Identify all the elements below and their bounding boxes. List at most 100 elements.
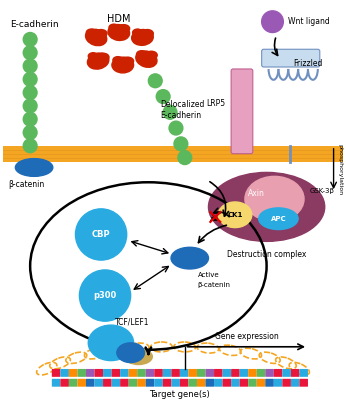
- FancyBboxPatch shape: [299, 369, 308, 377]
- FancyBboxPatch shape: [86, 369, 94, 377]
- FancyBboxPatch shape: [231, 69, 253, 154]
- Ellipse shape: [137, 51, 146, 58]
- FancyBboxPatch shape: [137, 379, 146, 387]
- FancyBboxPatch shape: [197, 379, 206, 387]
- FancyBboxPatch shape: [214, 369, 222, 377]
- Ellipse shape: [86, 29, 96, 36]
- Text: β-catenin: β-catenin: [8, 180, 45, 189]
- FancyBboxPatch shape: [231, 369, 240, 377]
- Circle shape: [23, 46, 37, 60]
- Circle shape: [23, 99, 37, 113]
- Text: Axin: Axin: [248, 188, 265, 198]
- FancyBboxPatch shape: [60, 369, 69, 377]
- FancyBboxPatch shape: [197, 369, 206, 377]
- Ellipse shape: [122, 57, 134, 65]
- Text: p300: p300: [93, 291, 117, 300]
- FancyBboxPatch shape: [146, 369, 154, 377]
- Circle shape: [79, 270, 131, 321]
- Ellipse shape: [131, 30, 153, 45]
- FancyBboxPatch shape: [129, 379, 137, 387]
- FancyBboxPatch shape: [240, 379, 248, 387]
- FancyBboxPatch shape: [291, 369, 299, 377]
- FancyBboxPatch shape: [257, 379, 265, 387]
- Text: Frizzled: Frizzled: [293, 58, 322, 68]
- FancyBboxPatch shape: [112, 369, 120, 377]
- FancyBboxPatch shape: [112, 379, 120, 387]
- FancyBboxPatch shape: [52, 369, 60, 377]
- Ellipse shape: [209, 172, 325, 241]
- FancyBboxPatch shape: [248, 379, 257, 387]
- Ellipse shape: [125, 349, 152, 364]
- FancyBboxPatch shape: [189, 369, 197, 377]
- Circle shape: [23, 126, 37, 140]
- Ellipse shape: [85, 29, 107, 46]
- FancyBboxPatch shape: [262, 49, 320, 67]
- Text: HDM: HDM: [107, 14, 130, 24]
- Circle shape: [23, 72, 37, 86]
- FancyBboxPatch shape: [180, 379, 189, 387]
- Ellipse shape: [245, 176, 304, 222]
- Ellipse shape: [108, 24, 130, 40]
- Text: Delocalized: Delocalized: [160, 100, 204, 110]
- FancyBboxPatch shape: [257, 369, 265, 377]
- Text: Destruction complex: Destruction complex: [227, 250, 306, 259]
- Text: ✕: ✕: [205, 209, 224, 229]
- Circle shape: [174, 137, 188, 151]
- Text: phosphorylation: phosphorylation: [337, 144, 342, 195]
- FancyBboxPatch shape: [274, 369, 282, 377]
- Ellipse shape: [15, 159, 53, 176]
- FancyBboxPatch shape: [222, 369, 231, 377]
- FancyBboxPatch shape: [214, 379, 222, 387]
- Circle shape: [156, 90, 170, 104]
- FancyBboxPatch shape: [265, 379, 274, 387]
- Ellipse shape: [117, 343, 144, 362]
- Ellipse shape: [97, 53, 109, 61]
- FancyBboxPatch shape: [282, 379, 291, 387]
- FancyBboxPatch shape: [137, 369, 146, 377]
- FancyBboxPatch shape: [180, 369, 189, 377]
- FancyBboxPatch shape: [265, 369, 274, 377]
- FancyBboxPatch shape: [78, 379, 86, 387]
- Ellipse shape: [88, 53, 109, 69]
- Text: TCF/LEF1: TCF/LEF1: [115, 317, 150, 326]
- FancyBboxPatch shape: [103, 379, 112, 387]
- FancyBboxPatch shape: [94, 379, 103, 387]
- Text: Target gene(s): Target gene(s): [149, 390, 210, 399]
- Ellipse shape: [259, 208, 298, 230]
- FancyBboxPatch shape: [94, 369, 103, 377]
- Text: CK1: CK1: [227, 212, 243, 218]
- Text: E-cadherin: E-cadherin: [160, 111, 201, 120]
- FancyBboxPatch shape: [120, 379, 129, 387]
- Ellipse shape: [133, 29, 143, 36]
- Circle shape: [148, 74, 162, 88]
- FancyBboxPatch shape: [274, 379, 282, 387]
- Ellipse shape: [218, 202, 252, 228]
- Ellipse shape: [109, 24, 119, 31]
- FancyBboxPatch shape: [69, 369, 78, 377]
- Circle shape: [75, 209, 127, 260]
- Text: Active: Active: [198, 272, 219, 278]
- Ellipse shape: [88, 325, 134, 360]
- FancyBboxPatch shape: [171, 379, 180, 387]
- FancyBboxPatch shape: [86, 379, 94, 387]
- Ellipse shape: [171, 247, 209, 269]
- Text: Wnt ligand: Wnt ligand: [288, 17, 330, 26]
- FancyBboxPatch shape: [171, 369, 180, 377]
- FancyBboxPatch shape: [222, 379, 231, 387]
- Ellipse shape: [145, 51, 157, 59]
- Text: LRP5: LRP5: [206, 99, 225, 108]
- FancyBboxPatch shape: [282, 369, 291, 377]
- Ellipse shape: [113, 57, 123, 64]
- FancyBboxPatch shape: [231, 379, 240, 387]
- FancyBboxPatch shape: [299, 379, 308, 387]
- Circle shape: [23, 86, 37, 100]
- Ellipse shape: [142, 30, 153, 38]
- Circle shape: [23, 112, 37, 126]
- Text: CBP: CBP: [92, 230, 110, 239]
- FancyBboxPatch shape: [206, 379, 214, 387]
- FancyBboxPatch shape: [206, 369, 214, 377]
- FancyBboxPatch shape: [248, 369, 257, 377]
- FancyBboxPatch shape: [69, 379, 78, 387]
- Ellipse shape: [112, 57, 134, 73]
- FancyBboxPatch shape: [240, 369, 248, 377]
